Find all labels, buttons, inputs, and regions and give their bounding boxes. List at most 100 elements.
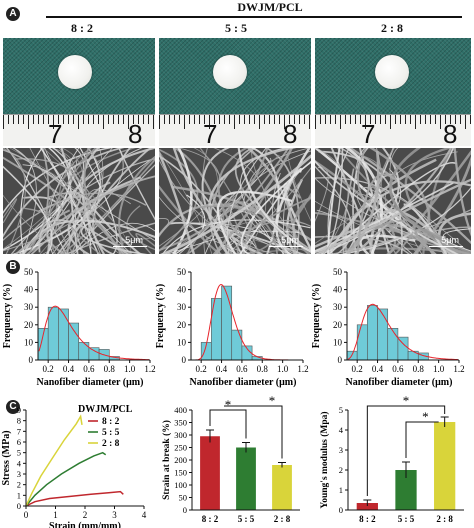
fiber [226,148,267,254]
significance-bracket [405,421,439,458]
x-axis-label: Nanofiber diameter (μm) [37,377,144,388]
y-tick-label: 30 [333,302,343,312]
x-tick-label: 0.2 [196,364,207,374]
histogram-3: 0.2 0.4 0.6 0.8 1.0 1.2 0 10 20 30 40 50 Nanofiber d… [311,267,465,388]
y-tick-label: 350 [174,418,187,428]
youngs-modulus-chart: 8 : 2 5 : 5 2 : 8 0 1 2 3 4 5 Young's modulus (Mp… [319,396,464,524]
photo-sample-3: 7 8 [315,38,471,146]
fit-curve [347,303,459,361]
y-tick-label: 5 [17,448,21,458]
ruler: 7 8 [3,113,155,146]
sem-image-3: 5μm [315,148,471,254]
histogram-2: 0.2 0.4 0.6 0.8 1.0 1.2 0 10 20 30 40 50 Nanofiber d… [155,267,309,388]
fiber [159,154,311,254]
series-line [25,490,124,507]
scale-label: 5μm [125,235,143,245]
fiber [58,148,96,254]
y-tick-label: 4 [17,458,22,468]
y-tick-label: 30 [177,302,187,312]
histogram-bar [356,324,368,361]
x-tick-label: 0.6 [392,364,404,374]
bar [236,447,256,510]
x-tick-label: 1 [53,510,58,520]
ruler-number-8: 8 [443,118,458,146]
legend-label: 2 : 8 [102,439,120,449]
ruler-number-7: 7 [361,118,376,146]
sem-image-2: 5μm [159,148,311,254]
histogram-bar [231,329,243,361]
y-tick-label: 150 [174,468,187,478]
fiber [328,209,471,254]
fiber [413,155,471,254]
x-tick-label: 0.8 [104,364,116,374]
fiber [9,148,132,254]
x-tick-label: 0.2 [43,364,54,374]
scale-bar [429,245,463,247]
histogram-bar [78,342,90,361]
fiber [212,148,294,254]
fiber [346,151,380,254]
fiber [59,148,102,254]
fiber [3,165,53,254]
x-tick-label: 5 : 5 [238,514,255,524]
fiber [56,148,152,254]
fiber [159,150,196,254]
y-tick-label: 30 [24,302,34,312]
y-tick-label: 1 [17,490,21,500]
bar [395,470,417,510]
fiber [185,148,290,254]
fiber [159,217,169,236]
fiber [92,148,131,254]
histogram-bar [407,350,419,361]
fiber [12,148,37,254]
x-tick-label: 0 [24,510,29,520]
fiber [357,148,471,254]
fiber-texture [159,148,311,254]
y-tick-label: 7 [17,426,21,436]
histogram-bar [88,347,100,361]
y-tick-label: 400 [174,405,187,415]
fiber [315,148,349,254]
fiber [356,173,396,254]
x-tick-label: 4 [142,510,147,520]
x-tick-label: 0.4 [372,364,384,374]
significance-bracket [224,405,283,459]
fiber [38,219,129,254]
x-tick-label: 0.8 [257,364,269,374]
y-tick-label: 10 [333,337,343,347]
fiber [320,148,454,254]
panel-label-c: C [6,400,20,414]
x-tick-label: 1.0 [277,364,289,374]
fiber [81,148,106,254]
fiber [315,165,353,254]
fiber [283,162,311,254]
fiber [15,158,86,254]
y-tick-label: 50 [179,493,188,503]
fiber [70,164,155,254]
y-axis-label: Frequency (%) [155,284,166,349]
histogram-bar [47,306,59,361]
significance-star: * [403,396,410,408]
y-tick-label: 0 [183,505,187,515]
y-axis-label: Young's modulus (Mpa) [319,411,330,508]
bar [356,503,378,510]
membrane-disc [58,55,92,89]
x-tick-label: 8 : 2 [359,514,376,524]
x-axis-label: Strain (mm/mm) [49,521,121,528]
ruler-number-7: 7 [203,118,218,146]
fiber [118,155,155,254]
membrane-disc [375,55,409,89]
scale-label: 5μm [441,235,459,245]
fiber [162,219,311,254]
x-tick-label: 3 [112,510,117,520]
y-tick-label: 0 [338,355,343,365]
bar [434,422,456,510]
histogram-1: 0.2 0.4 0.6 0.8 1.0 1.2 0 10 20 30 40 50 Nanofiber d… [2,267,156,388]
fiber [159,148,220,247]
fit-curve [38,305,149,361]
y-tick-label: 8 [17,416,21,426]
x-tick-label: 0.8 [413,364,425,374]
ruler: 7 8 [315,113,471,146]
x-tick-label: 8 : 2 [202,514,219,524]
